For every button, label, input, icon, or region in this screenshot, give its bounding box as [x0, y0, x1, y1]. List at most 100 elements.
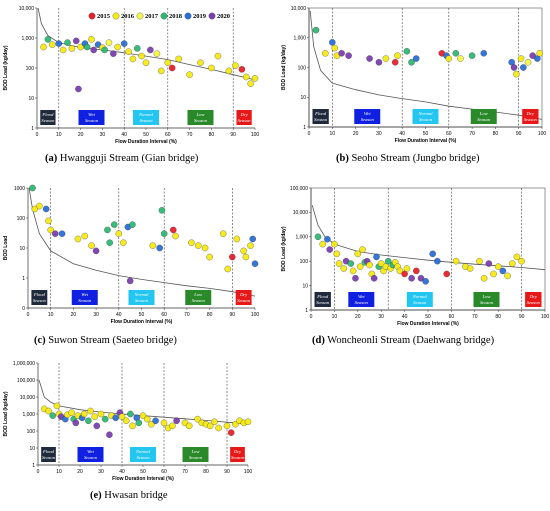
y-tick-label: 100,000 — [17, 378, 35, 384]
data-point-2019 — [422, 278, 429, 285]
data-point-2016 — [122, 417, 130, 425]
data-point-2018 — [106, 239, 113, 246]
data-point-2016 — [143, 415, 151, 423]
data-point-2018 — [111, 221, 118, 228]
caption-text: Hwangguji Stream (Gian bridge) — [57, 153, 199, 164]
caption-text: Hwasan bridge — [101, 490, 168, 501]
data-point-2018 — [44, 36, 52, 43]
x-tick-label: 90 — [516, 131, 522, 137]
season-name: Normal — [135, 449, 151, 454]
chart-a-svg: 0 10 20 30 40 50 60 70 80 90 1001101001,00010,000F… — [3, 6, 260, 145]
data-point-2018 — [49, 412, 56, 419]
chart-b-caption: (b) Seoho Stream (Jungbo bridge) — [336, 153, 480, 164]
legend-label-2015: 2015 — [97, 13, 111, 20]
data-point-2019 — [324, 235, 331, 243]
legend-label-2016: 2016 — [121, 13, 135, 20]
season-word: Season — [189, 455, 203, 460]
data-point-2016 — [206, 253, 213, 261]
x-tick-label: 50 — [425, 314, 431, 320]
chart-panel-e: 0 10 20 30 40 50 60 70 80 90 100 1 10 100 1,000 10,000 1… — [0, 355, 275, 511]
data-point-2016 — [49, 41, 56, 48]
data-point-2016 — [91, 413, 98, 420]
data-point-2016 — [36, 202, 43, 210]
data-point-2016 — [68, 45, 76, 52]
season-box — [128, 290, 155, 305]
data-point-2016 — [97, 410, 105, 418]
data-point-2016 — [74, 235, 82, 243]
y-tick-label: 1 — [303, 125, 306, 131]
data-point-2016 — [125, 48, 132, 55]
data-point-2016 — [219, 230, 227, 237]
season-word: Season — [231, 455, 245, 460]
x-axis-title: Flow Duration Interval (%) — [112, 476, 174, 482]
data-point-2017 — [524, 59, 532, 66]
data-point-2020 — [75, 85, 82, 93]
season-name: Flood — [42, 449, 55, 454]
season-word: Season — [480, 300, 494, 305]
data-point-2016 — [188, 239, 195, 246]
chart-e-svg: 0 10 20 30 40 50 60 70 80 90 1001101001,00010,0001… — [3, 361, 252, 482]
chart-b-svg: 0 10 20 30 40 50 60 70 80 90 1001101001,00010,000F… — [281, 6, 547, 144]
legend-marker-2015 — [88, 12, 96, 20]
data-point-2019 — [42, 205, 50, 213]
x-tick-label: 20 — [78, 132, 84, 138]
season-word: Season — [41, 118, 55, 123]
data-point-2018 — [134, 45, 141, 52]
data-point-2016 — [211, 418, 218, 426]
data-point-2016 — [201, 244, 209, 252]
x-tick-label: 100 — [538, 131, 547, 137]
season-name: Low — [482, 294, 492, 299]
season-name: Low — [479, 111, 489, 116]
y-tick-label: 100 — [26, 66, 35, 72]
data-point-2016 — [120, 239, 127, 246]
y-axis-title: BOD Load (kg/day) — [281, 45, 287, 90]
season-box — [312, 109, 329, 124]
data-point-2019 — [55, 40, 63, 47]
legend-marker-2020 — [208, 12, 216, 20]
x-tick-label: 0 — [308, 131, 311, 137]
data-point-2019 — [251, 260, 259, 267]
y-tick-label: 100 — [300, 259, 309, 265]
data-point-2016 — [331, 44, 338, 52]
data-point-2016 — [139, 412, 147, 419]
data-point-2020 — [352, 275, 359, 282]
data-point-2020 — [72, 37, 80, 45]
season-name: Flood — [316, 294, 329, 299]
x-tick-label: 10 — [56, 469, 62, 475]
season-word: Season — [139, 118, 153, 123]
data-point-2016 — [223, 422, 231, 430]
x-tick-label: 100 — [251, 132, 260, 138]
data-point-2016 — [160, 419, 168, 427]
data-point-2016 — [197, 59, 204, 66]
season-box — [185, 290, 212, 305]
data-point-2019 — [249, 235, 256, 243]
season-word: Season — [355, 300, 369, 305]
data-point-2016 — [377, 260, 385, 267]
season-word: Season — [524, 117, 538, 122]
data-point-2016 — [149, 242, 157, 249]
legend-label-2019: 2019 — [193, 13, 207, 20]
chart-d-caption: (d) Woncheonli Stream (Daehwang bridge) — [312, 335, 494, 346]
data-point-2016 — [206, 422, 214, 430]
x-tick-label: 100 — [251, 312, 260, 318]
season-name: Dry — [529, 294, 538, 299]
x-tick-label: 90 — [224, 469, 230, 475]
season-word: Season — [192, 298, 206, 303]
y-axis-title: BOD Load (kg/day) — [3, 45, 9, 90]
data-point-2016 — [536, 50, 543, 57]
x-tick-label: 80 — [209, 132, 215, 138]
data-point-2020 — [375, 59, 383, 66]
data-point-2016 — [169, 422, 176, 430]
season-box — [235, 290, 252, 305]
y-tick-label: 100 — [27, 429, 36, 435]
data-point-2016 — [452, 257, 460, 265]
data-point-2018 — [135, 419, 143, 427]
season-word: Season — [42, 455, 56, 460]
data-point-2020 — [366, 55, 373, 62]
data-point-2019 — [373, 253, 380, 261]
season-name: Normal — [138, 112, 154, 117]
